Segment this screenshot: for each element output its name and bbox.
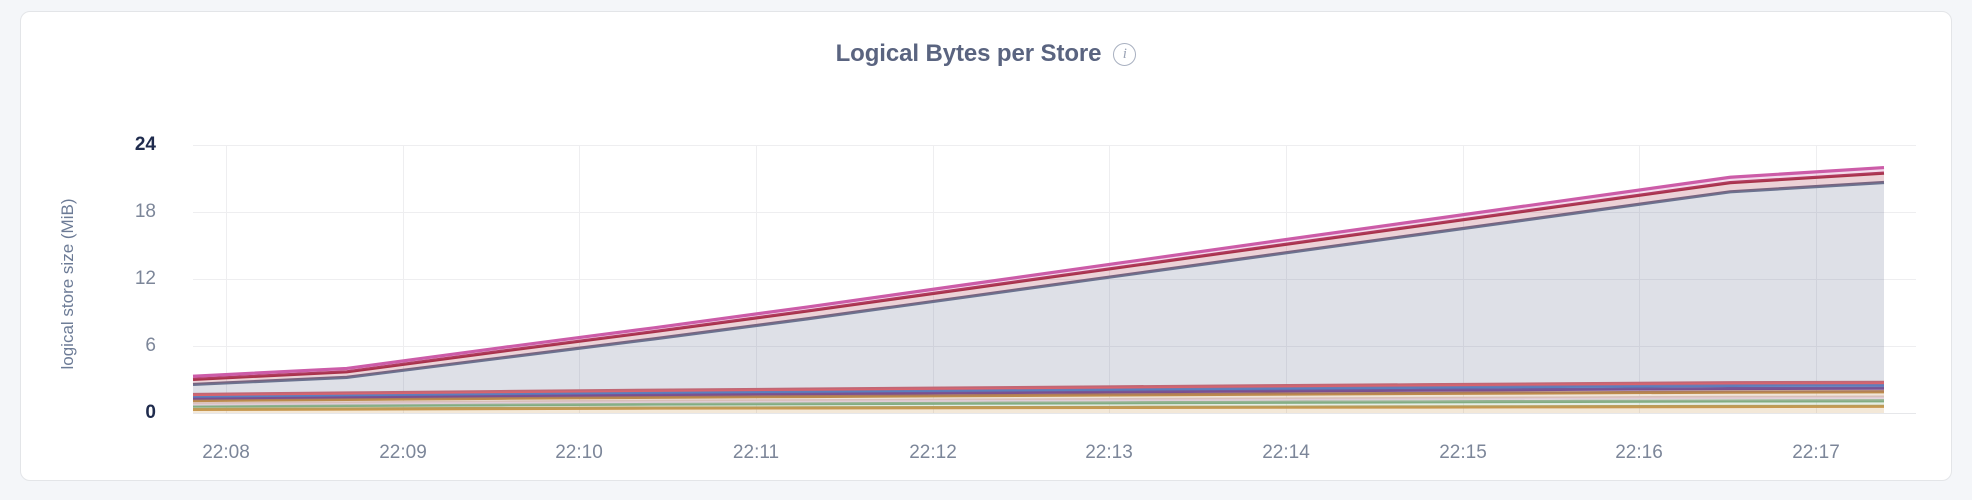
gridline-horizontal [193,212,1916,213]
gridline-horizontal [193,145,1916,146]
gridline-vertical [1816,145,1817,413]
info-icon[interactable]: i [1113,42,1137,66]
series-line [192,171,1885,381]
gridline-vertical [226,145,227,413]
x-tick-label: 22:08 [202,442,250,463]
gridline-vertical [756,145,757,413]
x-tick-label: 22:17 [1792,442,1840,463]
series-line [192,399,1885,408]
x-tick-label: 22:14 [1262,442,1310,463]
gridline-vertical [403,145,404,413]
series-line [192,165,1885,378]
x-tick-label: 22:11 [732,442,780,463]
series-line [192,180,1885,387]
x-tick-label: 22:13 [1085,442,1133,463]
series-line [192,395,1885,406]
chart-card: Logical Bytes per Store i logical store … [20,11,1952,481]
x-tick-label: 22:15 [1439,442,1487,463]
gridline-vertical [1463,145,1464,413]
series-line [192,404,1885,412]
gridline-vertical [1109,145,1110,413]
chart-header: Logical Bytes per Store i [21,40,1951,68]
chart-plot-area: logical store size (MiB) 24 18 1 [21,12,1972,500]
series-line [192,380,1885,397]
y-tick-label: 18 [134,201,156,222]
x-axis-baseline [193,413,1916,414]
x-tick-label: 22:12 [909,442,957,463]
y-tick-label: 12 [134,268,156,289]
gridline-vertical [579,145,580,413]
gridline-horizontal [193,279,1916,280]
gridline-vertical [933,145,934,413]
series-line [192,383,1885,398]
chart-series-layer [192,165,1885,413]
series-line [192,390,1885,403]
y-tick-label: 6 [145,335,156,356]
series-line [192,386,1885,400]
x-tick-label: 22:09 [379,442,427,463]
y-tick-label: 24 [134,134,156,155]
y-tick-label: 0 [145,402,156,423]
gridline-horizontal [193,346,1916,347]
y-axis-ticks: 24 18 12 6 0 [96,12,156,500]
x-tick-label: 22:16 [1615,442,1663,463]
gridline-vertical [1286,145,1287,413]
x-tick-label: 22:10 [555,442,603,463]
page-title: Logical Bytes per Store [835,40,1102,67]
gridline-vertical [1639,145,1640,413]
